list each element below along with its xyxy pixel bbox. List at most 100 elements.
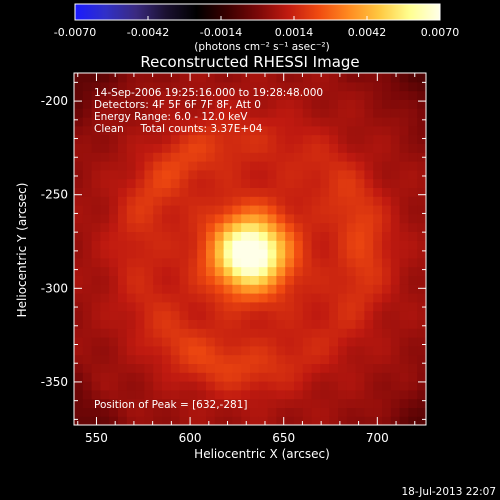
heatmap-cell [100,161,110,171]
heatmap-cell [250,363,260,373]
heatmap-cell [197,222,207,232]
heatmap-cell [91,293,101,303]
heatmap-cell [329,266,339,276]
heatmap-cell [241,108,251,118]
heatmap-cell [126,73,137,74]
heatmap-cell [197,231,207,241]
heatmap-cell [258,178,269,188]
heatmap-cell [382,231,392,241]
heatmap-cell [258,222,269,232]
heatmap-cell [153,205,163,215]
heatmap-cell [241,81,251,92]
heatmap-cell [399,90,409,100]
heatmap-cell [364,337,374,347]
heatmap-cell [294,143,304,153]
heatmap-cell [179,125,189,136]
heatmap-cell [329,407,339,417]
heatmap-cell [250,275,260,285]
heatmap-cell [144,152,154,162]
heatmap-cell [302,372,313,382]
heatmap-cell [373,381,383,391]
heatmap-cell [214,117,225,127]
heatmap-cell [285,363,295,373]
heatmap-cell [91,337,101,347]
heatmap-cell [109,117,119,127]
heatmap-cell [364,363,374,373]
heatmap-cell [109,108,119,118]
heatmap-image [74,73,426,425]
heatmap-cell [223,319,233,329]
heatmap-cell [118,389,128,400]
heatmap-cell [109,372,119,382]
heatmap-cell [188,249,198,259]
heatmap-cell [188,213,198,224]
heatmap-cell [206,266,216,276]
heatmap-cell [188,240,198,250]
heatmap-cell [82,275,93,285]
heatmap-cell [382,319,392,329]
heatmap-cell [329,117,339,127]
heatmap-cell [346,99,357,109]
heatmap-cell [144,416,154,425]
heatmap-cell [162,363,172,373]
heatmap-cell [179,275,189,285]
heatmap-cell [232,354,242,364]
heatmap-cell [382,275,392,285]
heatmap-cell [179,284,189,294]
heatmap-cell [100,266,110,276]
heatmap-cell [109,169,119,180]
heatmap-cell [258,205,269,215]
heatmap-cell [223,266,233,276]
heatmap-cell [232,108,242,118]
heatmap-cell [346,354,357,364]
heatmap-cell [399,231,409,241]
heatmap-cell [206,381,216,391]
heatmap-cell [82,196,93,206]
heatmap-cell [144,319,154,329]
heatmap-cell [276,169,286,180]
heatmap-cell [258,284,269,294]
heatmap-cell [364,372,374,382]
heatmap-cell [144,381,154,391]
heatmap-cell [373,266,383,276]
heatmap-cell [329,152,339,162]
heatmap-cell [135,319,145,329]
heatmap-cell [258,266,269,276]
heatmap-cell [126,363,137,373]
heatmap-cell [399,310,409,320]
heatmap-cell [162,161,172,171]
heatmap-cell [91,196,101,206]
heatmap-cell [126,337,137,347]
heatmap-cell [250,187,260,197]
heatmap-cell [162,407,172,417]
heatmap-cell [302,301,313,312]
heatmap-cell [399,249,409,259]
heatmap-cell [74,222,84,232]
heatmap-cell [399,161,409,171]
heatmap-cell [250,337,260,347]
heatmap-cell [346,266,357,276]
heatmap-cell [170,407,181,417]
heatmap-cell [206,169,216,180]
heatmap-cell [197,328,207,338]
heatmap-cell [320,169,330,180]
colorbar-tick-label: 0.0014 [275,26,314,39]
heatmap-cell [214,240,225,250]
heatmap-cell [329,178,339,188]
heatmap-cell [408,284,418,294]
heatmap-cell [135,73,145,83]
heatmap-cell [267,169,277,180]
heatmap-cell [91,108,101,118]
heatmap-cell [373,293,383,303]
heatmap-cell [302,125,313,136]
heatmap-cell [197,187,207,197]
heatmap-cell [223,389,233,400]
heatmap-cell [118,328,128,338]
heatmap-cell [258,363,269,373]
heatmap-cell [232,222,242,232]
heatmap-cell [74,81,84,92]
heatmap-cell [346,398,357,408]
heatmap-cell [109,257,119,268]
heatmap-cell [223,161,233,171]
heatmap-cell [276,196,286,206]
